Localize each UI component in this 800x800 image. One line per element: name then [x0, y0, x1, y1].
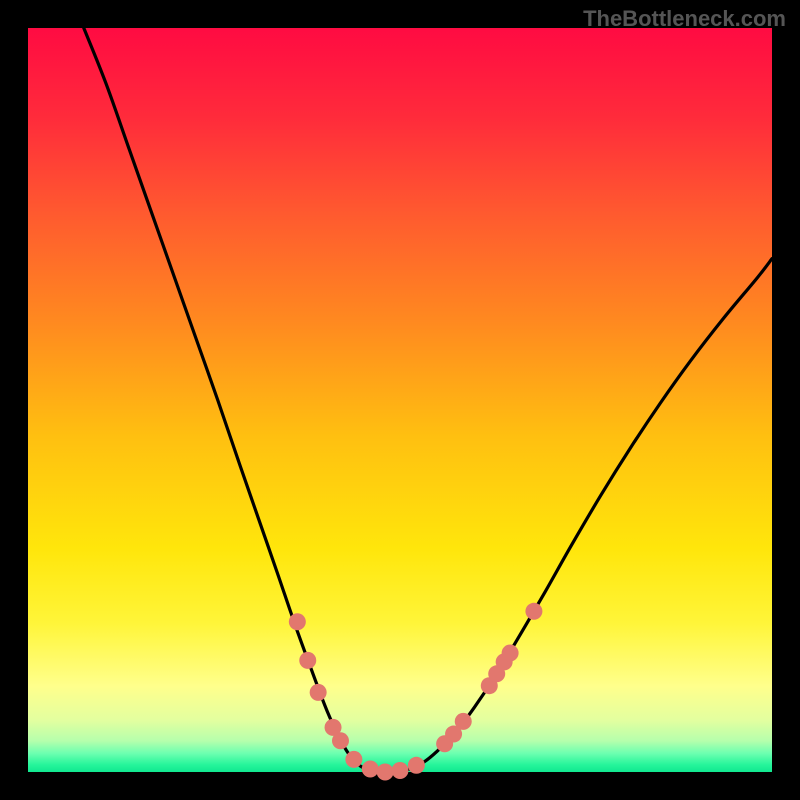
- curve-marker: [362, 761, 379, 778]
- curve-marker: [310, 684, 327, 701]
- curve-marker: [408, 757, 425, 774]
- bottleneck-curve-chart: [0, 0, 800, 800]
- watermark-text: TheBottleneck.com: [583, 6, 786, 32]
- chart-background: [28, 28, 772, 772]
- curve-marker: [345, 751, 362, 768]
- curve-marker: [289, 613, 306, 630]
- curve-marker: [455, 713, 472, 730]
- curve-marker: [377, 764, 394, 781]
- curve-marker: [332, 732, 349, 749]
- curve-marker: [502, 644, 519, 661]
- curve-marker: [525, 603, 542, 620]
- curve-marker: [299, 652, 316, 669]
- curve-marker: [392, 762, 409, 779]
